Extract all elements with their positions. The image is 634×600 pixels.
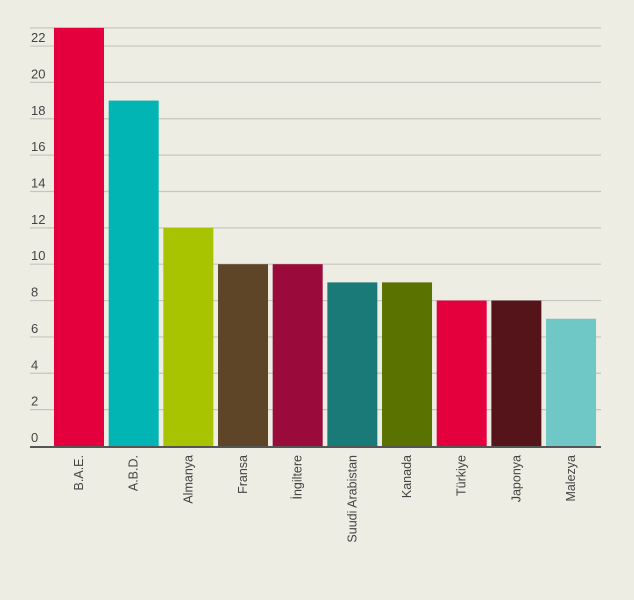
y-tick-label: 0	[31, 430, 38, 445]
bars	[54, 27, 597, 447]
bar	[272, 264, 323, 446]
y-tick-label: 18	[31, 103, 45, 118]
bar	[218, 264, 269, 446]
y-axis-tick-labels: 0 2 4 6 8 10 12 14 16 18 20 22	[31, 30, 45, 445]
x-category-label: B.A.E.	[72, 455, 86, 490]
y-tick-label: 14	[31, 175, 45, 190]
x-category-label: Türkiye	[455, 455, 469, 496]
y-tick-label: 8	[31, 285, 38, 300]
bar	[491, 300, 542, 446]
x-category-label: A.B.D.	[127, 455, 141, 491]
bar	[327, 282, 378, 446]
x-category-label: Malezya	[564, 455, 578, 502]
x-axis-category-labels: B.A.E. A.B.D. Almanya Fransa İngiltere Suudi …	[72, 455, 578, 543]
y-tick-label: 22	[31, 30, 45, 45]
bar	[546, 318, 597, 446]
y-tick-label: 20	[31, 66, 45, 81]
bar	[163, 227, 214, 446]
y-tick-label: 16	[31, 139, 45, 154]
bar	[382, 282, 433, 446]
bar	[436, 300, 487, 446]
bar	[54, 27, 104, 447]
y-tick-label: 12	[31, 212, 45, 227]
bar	[108, 100, 159, 446]
x-category-label: Fransa	[236, 455, 250, 494]
x-category-label: Kanada	[400, 455, 414, 498]
y-tick-label: 2	[31, 394, 38, 409]
y-tick-label: 6	[31, 321, 38, 336]
x-category-label: İngiltere	[291, 455, 305, 500]
x-category-label: Almanya	[181, 455, 195, 504]
x-category-label: Japonya	[509, 455, 523, 502]
y-tick-label: 4	[31, 357, 38, 372]
y-tick-label: 10	[31, 248, 45, 263]
x-category-label: Suudi Arabistan	[345, 455, 359, 543]
